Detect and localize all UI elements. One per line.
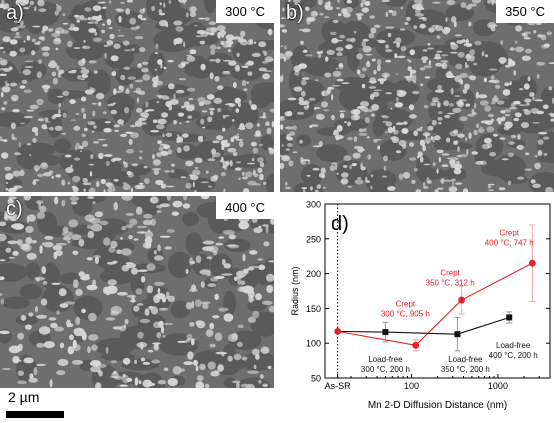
micrograph-panel-c: c) 400 °C [0, 196, 274, 388]
micrograph-panel-b: b) 350 °C [280, 0, 554, 192]
micrograph-panel-a: a) 300 °C [0, 0, 274, 192]
data-point-crept [334, 328, 341, 335]
chart-panel-d: 50 100 150 200 250 300 100 1000 As-SR Mn 2-D Diff… [279, 196, 554, 418]
panel-label-d: d) [331, 213, 349, 235]
x-tick-label: 100 [404, 381, 419, 391]
y-tick-label: 250 [306, 234, 321, 244]
micrograph-image-a [0, 0, 274, 192]
data-point-crept [529, 260, 536, 267]
data-point-load-free [454, 331, 460, 337]
x-axis-label: Mn 2-D Diffusion Distance (nm) [368, 400, 507, 411]
x-tick-label: 1000 [488, 381, 508, 391]
panel-label-b: b) [286, 2, 304, 25]
temperature-label-a: 300 °C [216, 0, 274, 23]
data-point-crept [458, 297, 465, 304]
y-tick-label: 150 [306, 304, 321, 314]
panel-label-a: a) [6, 2, 24, 25]
scale-bar [6, 411, 64, 418]
x-tick-label-as-sr: As-SR [325, 381, 352, 391]
y-tick-label: 50 [311, 374, 321, 384]
data-point-load-free [506, 314, 512, 320]
data-point-crept [412, 342, 419, 349]
micrograph-image-b [280, 0, 554, 192]
y-tick-label: 200 [306, 269, 321, 279]
temperature-label-c: 400 °C [216, 196, 274, 219]
y-tick-label: 300 [306, 200, 321, 210]
micrograph-image-c [0, 196, 274, 388]
radius-vs-diffusion-chart: 50 100 150 200 250 300 100 1000 As-SR Mn 2-D Diff… [279, 196, 554, 418]
data-point-load-free [382, 329, 388, 335]
temperature-label-b: 350 °C [496, 0, 554, 23]
y-tick-label: 100 [306, 339, 321, 349]
scale-bar-label: 2 µm [8, 389, 39, 405]
panel-label-c: c) [6, 198, 23, 221]
y-axis-label: Radius (nm) [290, 266, 300, 315]
